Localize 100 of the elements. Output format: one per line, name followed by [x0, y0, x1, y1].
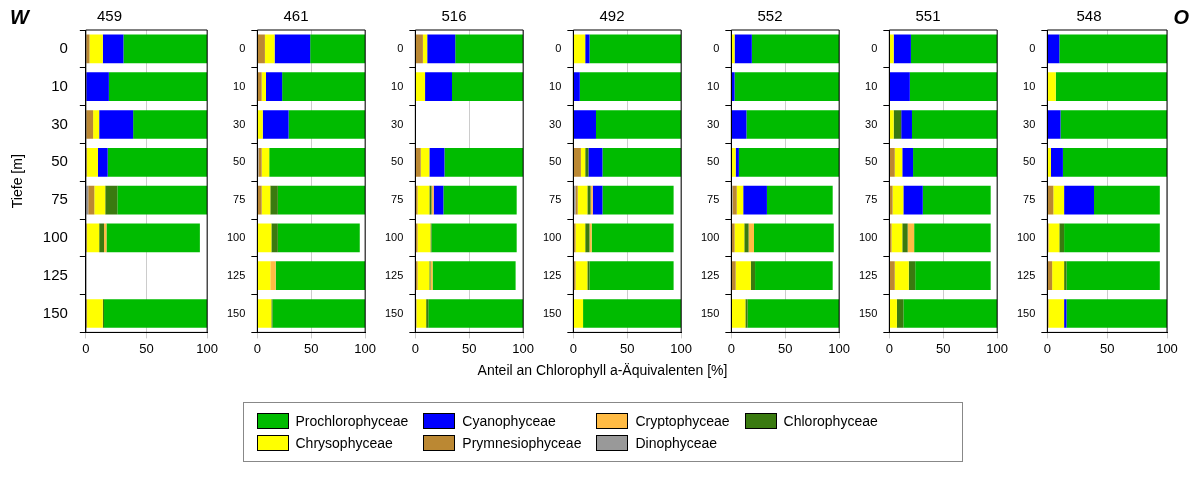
y-tick-label: 10 — [51, 76, 68, 94]
bar — [1059, 223, 1065, 253]
x-tick-label: 0 — [411, 340, 419, 356]
y-tick-label: 100 — [226, 230, 246, 243]
bar — [889, 147, 895, 177]
bar — [751, 34, 840, 64]
bar — [748, 223, 754, 253]
bar — [731, 72, 735, 102]
bar — [889, 299, 897, 328]
y-tick-label: 50 — [707, 155, 720, 168]
bar — [1066, 261, 1160, 291]
bar — [123, 34, 208, 64]
chart-title: 516 — [441, 7, 467, 25]
bar — [282, 72, 366, 102]
bar — [735, 147, 739, 177]
chart-title: 461 — [283, 7, 309, 25]
bar — [93, 110, 100, 139]
bar — [288, 110, 366, 139]
y-tick-label: 100 — [542, 230, 562, 243]
y-tick-label: 150 — [700, 306, 720, 319]
y-tick-label: 100 — [700, 230, 720, 243]
bar — [272, 299, 366, 328]
y-tick-label: 75 — [51, 190, 68, 208]
bar — [1052, 261, 1065, 291]
bar — [257, 72, 262, 102]
bar — [892, 185, 904, 215]
bar — [88, 185, 95, 215]
bar — [270, 261, 276, 291]
y-tick-label: 30 — [707, 117, 720, 130]
bar — [573, 147, 581, 177]
bar — [271, 223, 278, 253]
legend-label: Prochlorophyceae — [295, 413, 409, 429]
text: O — [1173, 5, 1190, 28]
x-tick-label: 100 — [1156, 340, 1178, 356]
bar — [747, 299, 840, 328]
x-axis-title: Anteil an Chlorophyll a-Äquivalenten [%] — [476, 362, 729, 378]
bar — [731, 34, 735, 64]
x-tick-label: 50 — [1099, 340, 1115, 356]
legend-label: Cyanophyceae — [462, 413, 556, 429]
bar — [105, 185, 118, 215]
bar — [738, 147, 840, 177]
bar — [908, 261, 916, 291]
bar — [107, 147, 208, 177]
bar — [415, 34, 423, 64]
bar — [432, 261, 516, 291]
x-tick-label: 0 — [1043, 340, 1051, 356]
bar — [86, 72, 109, 102]
bar — [731, 223, 735, 253]
bar — [433, 185, 444, 215]
chart-title: 459 — [96, 7, 123, 25]
y-tick-label: 0 — [713, 41, 720, 54]
y-tick-label: 10 — [1023, 79, 1036, 92]
bar — [417, 261, 430, 291]
bar — [1053, 185, 1065, 215]
y-tick-label: 30 — [391, 117, 404, 130]
bar — [106, 223, 200, 253]
bar — [901, 110, 912, 139]
text: W — [10, 5, 31, 28]
bar — [1066, 299, 1167, 328]
bar — [573, 72, 580, 102]
bar — [117, 185, 208, 215]
bar — [735, 261, 751, 291]
bar — [87, 223, 100, 253]
bar — [1047, 147, 1051, 177]
bar — [746, 110, 840, 139]
bar — [755, 261, 833, 291]
bar — [591, 223, 674, 253]
y-tick-label: 125 — [384, 268, 404, 281]
bar — [903, 185, 923, 215]
bar — [265, 72, 283, 102]
x-tick-label: 0 — [569, 340, 577, 356]
bar — [1047, 34, 1060, 64]
bar — [914, 223, 991, 253]
bar — [99, 223, 105, 253]
legend-label: Chrysophyceae — [295, 435, 393, 451]
bar — [902, 223, 908, 253]
y-tick-label: 125 — [542, 268, 562, 281]
x-tick-label: 100 — [512, 340, 535, 356]
bar — [275, 261, 366, 291]
bar — [426, 299, 429, 328]
bar — [133, 110, 208, 139]
bar — [261, 185, 271, 215]
x-tick-label: 0 — [82, 340, 90, 356]
bar — [731, 110, 747, 139]
bar — [427, 34, 456, 64]
y-tick-label: 10 — [549, 79, 562, 92]
bar — [734, 223, 745, 253]
y-tick-label: 10 — [865, 79, 878, 92]
y-tick-label: 0 — [59, 39, 68, 57]
bar — [896, 299, 904, 328]
y-tick-label: 75 — [233, 193, 246, 206]
bar — [443, 185, 517, 215]
y-tick-label: 50 — [549, 155, 562, 168]
bar — [108, 72, 208, 102]
y-tick-label: 150 — [384, 306, 404, 319]
bar — [750, 261, 756, 291]
bar — [261, 72, 266, 102]
bar — [889, 72, 910, 102]
y-tick-label: 10 — [707, 79, 720, 92]
bar — [420, 147, 430, 177]
